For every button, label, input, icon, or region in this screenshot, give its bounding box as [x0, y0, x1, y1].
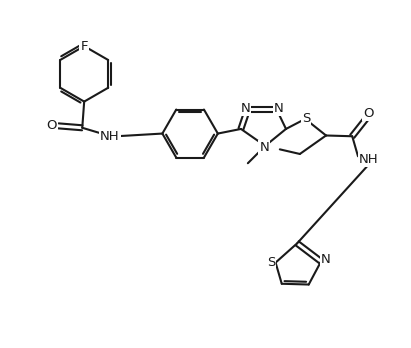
Text: S: S	[302, 112, 310, 125]
Text: N: N	[321, 253, 330, 266]
Text: N: N	[274, 102, 284, 114]
Text: O: O	[364, 108, 374, 120]
Text: NH: NH	[359, 153, 379, 166]
Text: N: N	[241, 102, 250, 114]
Text: S: S	[267, 256, 275, 269]
Text: F: F	[81, 40, 88, 53]
Text: N: N	[260, 141, 269, 154]
Text: NH: NH	[100, 130, 120, 143]
Text: O: O	[46, 119, 57, 132]
